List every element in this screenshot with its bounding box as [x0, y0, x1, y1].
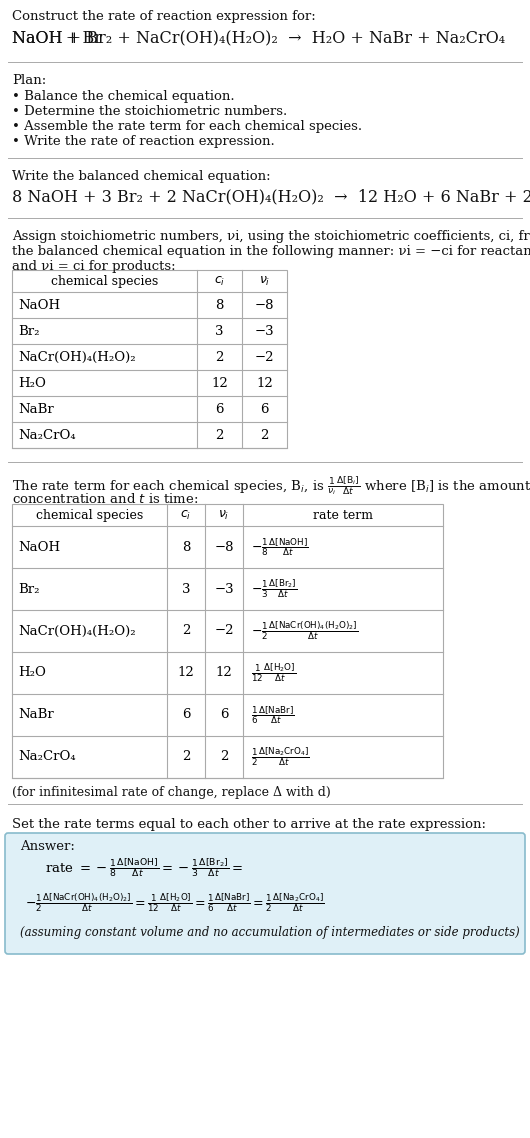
Text: 6: 6 [260, 403, 269, 415]
Text: 2: 2 [215, 351, 224, 363]
Text: and νi = ci for products:: and νi = ci for products: [12, 259, 175, 273]
Text: NaOH: NaOH [18, 298, 60, 312]
Text: −2: −2 [214, 625, 234, 637]
Text: NaBr: NaBr [18, 403, 54, 415]
Text: Construct the rate of reaction expression for:: Construct the rate of reaction expressio… [12, 10, 316, 23]
Text: Na₂CrO₄: Na₂CrO₄ [18, 750, 76, 764]
Text: 3: 3 [182, 583, 190, 595]
Text: (for infinitesimal rate of change, replace Δ with d): (for infinitesimal rate of change, repla… [12, 786, 331, 799]
Text: • Write the rate of reaction expression.: • Write the rate of reaction expression. [12, 135, 275, 148]
Bar [12, 504, 443, 778]
Text: rate $= -\frac{1}{8}\frac{\Delta[\mathrm{NaOH}]}{\Delta t} = -\frac{1}{3}\frac{\: rate $= -\frac{1}{8}\frac{\Delta[\mathrm… [45, 856, 243, 879]
Text: $\nu_i$: $\nu_i$ [218, 509, 229, 521]
Text: Br₂: Br₂ [18, 583, 40, 595]
Text: −3: −3 [255, 324, 275, 338]
Text: 6: 6 [215, 403, 224, 415]
Text: 2: 2 [215, 429, 224, 442]
Text: 12: 12 [211, 377, 228, 389]
Text: NaCr(OH)₄(H₂O)₂: NaCr(OH)₄(H₂O)₂ [18, 625, 136, 637]
Text: Answer:: Answer: [20, 840, 75, 854]
Text: 2: 2 [220, 750, 228, 764]
Text: H₂O: H₂O [18, 377, 46, 389]
Text: 2: 2 [260, 429, 269, 442]
Text: −8: −8 [255, 298, 274, 312]
Text: NaOH: NaOH [18, 541, 60, 553]
Text: chemical species: chemical species [51, 274, 158, 288]
Text: 8 NaOH + 3 Br₂ + 2 NaCr(OH)₄(H₂O)₂  →  12 H₂O + 6 NaBr + 2 Na₂CrO₄: 8 NaOH + 3 Br₂ + 2 NaCr(OH)₄(H₂O)₂ → 12 … [12, 188, 530, 205]
Text: $-\frac{1}{3}\frac{\Delta[\mathrm{Br_2}]}{\Delta t}$: $-\frac{1}{3}\frac{\Delta[\mathrm{Br_2}]… [251, 578, 297, 601]
Text: −2: −2 [255, 351, 274, 363]
Text: chemical species: chemical species [36, 509, 143, 521]
Text: Set the rate terms equal to each other to arrive at the rate expression:: Set the rate terms equal to each other t… [12, 818, 486, 831]
Text: 8: 8 [215, 298, 224, 312]
Text: Write the balanced chemical equation:: Write the balanced chemical equation: [12, 170, 271, 183]
Text: $-\frac{1}{2}\frac{\Delta[\mathrm{NaCr(OH)_4(H_2O)_2}]}{\Delta t} = \frac{1}{12}: $-\frac{1}{2}\frac{\Delta[\mathrm{NaCr(O… [25, 891, 324, 914]
Text: −8: −8 [214, 541, 234, 553]
Text: The rate term for each chemical species, B$_i$, is $\frac{1}{\nu_i}\frac{\Delta[: The rate term for each chemical species,… [12, 475, 530, 497]
Text: Br₂: Br₂ [18, 324, 40, 338]
Bar [12, 270, 287, 448]
Text: $-\frac{1}{8}\frac{\Delta[\mathrm{NaOH}]}{\Delta t}$: $-\frac{1}{8}\frac{\Delta[\mathrm{NaOH}]… [251, 536, 309, 558]
Text: $c_i$: $c_i$ [214, 274, 225, 288]
Text: the balanced chemical equation in the following manner: νi = −ci for reactants: the balanced chemical equation in the fo… [12, 245, 530, 258]
Text: NaBr: NaBr [18, 709, 54, 721]
Text: NaOH + Br₂ + NaCr(OH)₄(H₂O)₂  →  H₂O + NaBr + Na₂CrO₄: NaOH + Br₂ + NaCr(OH)₄(H₂O)₂ → H₂O + NaB… [12, 30, 505, 47]
Text: 6: 6 [220, 709, 228, 721]
Text: 6: 6 [182, 709, 190, 721]
FancyBboxPatch shape [5, 833, 525, 954]
Text: 12: 12 [178, 667, 195, 679]
Text: 8: 8 [182, 541, 190, 553]
Text: 3: 3 [215, 324, 224, 338]
Text: $\frac{1}{6}\frac{\Delta[\mathrm{NaBr}]}{\Delta t}$: $\frac{1}{6}\frac{\Delta[\mathrm{NaBr}]}… [251, 704, 295, 726]
Text: $-\frac{1}{2}\frac{\Delta[\mathrm{NaCr(OH)_4(H_2O)_2}]}{\Delta t}$: $-\frac{1}{2}\frac{\Delta[\mathrm{NaCr(O… [251, 620, 358, 642]
Text: $c_i$: $c_i$ [180, 509, 192, 521]
Text: • Assemble the rate term for each chemical species.: • Assemble the rate term for each chemic… [12, 119, 362, 133]
Text: Na₂CrO₄: Na₂CrO₄ [18, 429, 76, 442]
Text: NaCr(OH)₄(H₂O)₂: NaCr(OH)₄(H₂O)₂ [18, 351, 136, 363]
Text: Plan:: Plan: [12, 74, 46, 86]
Text: 12: 12 [256, 377, 273, 389]
Text: NaOH + Br: NaOH + Br [12, 30, 102, 47]
Text: • Determine the stoichiometric numbers.: • Determine the stoichiometric numbers. [12, 105, 287, 118]
Text: (assuming constant volume and no accumulation of intermediates or side products): (assuming constant volume and no accumul… [20, 926, 520, 939]
Text: H₂O: H₂O [18, 667, 46, 679]
Text: 12: 12 [216, 667, 232, 679]
Text: concentration and $t$ is time:: concentration and $t$ is time: [12, 492, 198, 506]
Text: $\frac{1}{2}\frac{\Delta[\mathrm{Na_2CrO_4}]}{\Delta t}$: $\frac{1}{2}\frac{\Delta[\mathrm{Na_2CrO… [251, 745, 310, 768]
Text: −3: −3 [214, 583, 234, 595]
Text: $\nu_i$: $\nu_i$ [259, 274, 270, 288]
Text: 2: 2 [182, 750, 190, 764]
Text: • Balance the chemical equation.: • Balance the chemical equation. [12, 90, 235, 104]
Text: rate term: rate term [313, 509, 373, 521]
Text: Assign stoichiometric numbers, νi, using the stoichiometric coefficients, ci, fr: Assign stoichiometric numbers, νi, using… [12, 230, 530, 244]
Text: $\frac{1}{12}\frac{\Delta[\mathrm{H_2O}]}{\Delta t}$: $\frac{1}{12}\frac{\Delta[\mathrm{H_2O}]… [251, 661, 296, 684]
Text: 2: 2 [182, 625, 190, 637]
